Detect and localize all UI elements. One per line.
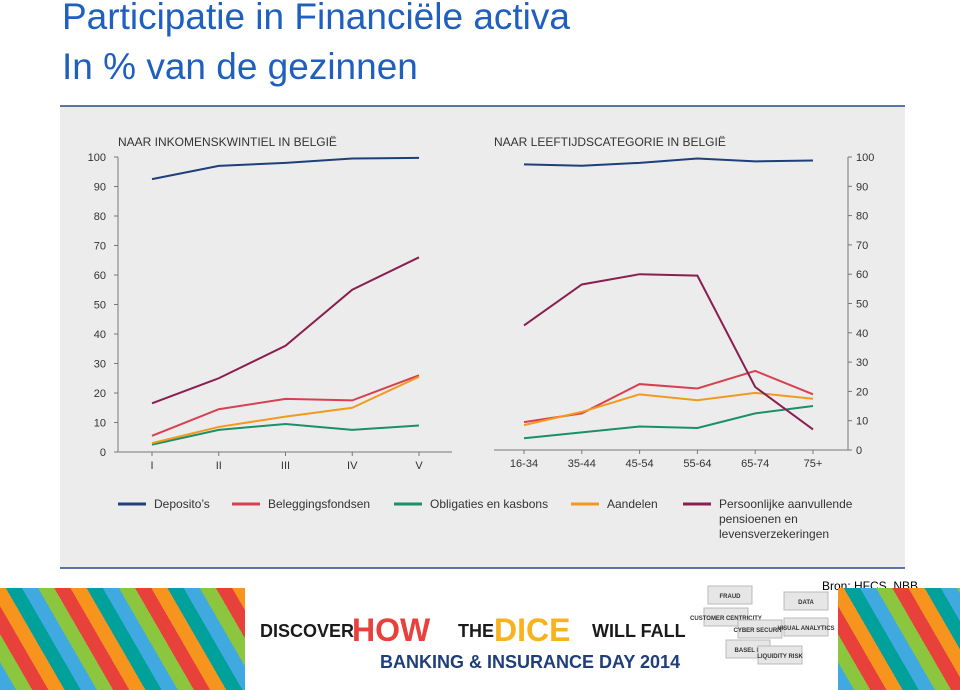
dice: FRAUD CUSTOMER CENTRICITY DATA CYBER SECURI… <box>690 585 835 665</box>
die-label: LIQUIDITY RISK <box>757 654 803 660</box>
slide-title: Participatie in Financiële activa <box>62 0 570 37</box>
die <box>783 617 829 637</box>
y-tick-label: 60 <box>856 269 868 281</box>
banner-text: HOW <box>352 612 431 648</box>
x-tick-label: 16-34 <box>510 458 538 470</box>
dice-mosaic <box>838 588 960 690</box>
x-tick-label: 45-54 <box>626 458 654 470</box>
die-label: VISUAL ANALYTICS <box>777 626 834 632</box>
y-tick-label: 20 <box>94 388 106 400</box>
series-line <box>523 273 814 431</box>
y-tick-label: 20 <box>856 386 868 398</box>
chart-panel <box>60 106 905 568</box>
y-tick-label: 60 <box>94 270 106 282</box>
y-tick-label: 30 <box>856 357 868 369</box>
series-line <box>151 422 420 446</box>
legend-label: Beleggingsfondsen <box>268 497 371 511</box>
die-label: DATA <box>798 600 814 606</box>
y-tick-label: 90 <box>94 182 106 194</box>
y-tick-label: 70 <box>94 241 106 253</box>
x-tick-label: V <box>415 460 423 472</box>
y-tick-label: 100 <box>88 152 106 164</box>
y-tick-label: 80 <box>856 211 868 223</box>
series-line <box>151 374 420 437</box>
die <box>737 619 783 639</box>
x-tick-label: 65-74 <box>741 458 769 470</box>
die-label: BASEL III <box>735 648 762 654</box>
x-tick-label: III <box>281 460 290 472</box>
x-tick-label: II <box>216 460 222 472</box>
legend-label: Obligaties en kasbons <box>430 497 549 511</box>
y-tick-label: 10 <box>856 416 868 428</box>
slide-subtitle: In % van de gezinnen <box>62 46 418 87</box>
y-tick-label: 50 <box>856 299 868 311</box>
die <box>707 585 753 605</box>
y-tick-label: 40 <box>856 328 868 340</box>
y-tick-label: 40 <box>94 329 106 341</box>
legend-label: Persoonlijke aanvullende pensioenen en l… <box>719 497 853 541</box>
x-tick-label: 75+ <box>804 458 823 470</box>
x-tick-label: 35-44 <box>568 458 596 470</box>
banner-text: DICE <box>494 612 570 648</box>
die <box>757 645 803 665</box>
x-tick-label: 55-64 <box>683 458 711 470</box>
die <box>703 607 749 627</box>
die-label: CYBER SECURITY <box>733 628 786 634</box>
y-tick-label: 50 <box>94 300 106 312</box>
x-tick-label: I <box>150 460 153 472</box>
y-tick-label: 30 <box>94 359 106 371</box>
banner-text: DISCOVER <box>260 621 354 641</box>
y-tick-label: 0 <box>856 445 862 457</box>
series-line <box>151 156 420 181</box>
chart-title: NAAR INKOMENSKWINTIEL IN BELGIË <box>118 135 337 149</box>
series-line <box>151 256 420 405</box>
series-line <box>523 157 814 167</box>
die <box>783 591 829 611</box>
x-tick-label: IV <box>347 460 358 472</box>
y-tick-label: 100 <box>856 152 874 164</box>
series-line <box>151 375 420 445</box>
die-label: CUSTOMER CENTRICITY <box>690 616 762 622</box>
banner-text: BANKING & INSURANCE DAY 2014 <box>380 652 680 672</box>
y-tick-label: 0 <box>100 447 106 459</box>
banner-text: THE <box>458 621 494 641</box>
y-tick-label: 90 <box>856 181 868 193</box>
y-tick-label: 80 <box>94 211 106 223</box>
banner-text: WILL FALL <box>592 621 686 641</box>
series-line <box>523 405 814 440</box>
legend-label: Aandelen <box>607 497 658 511</box>
y-tick-label: 70 <box>856 240 868 252</box>
dice-mosaic <box>0 588 245 690</box>
y-tick-label: 10 <box>94 418 106 430</box>
banner: DISCOVER HOW THE DICE WILL FALL BANKING … <box>260 612 686 672</box>
legend-label: Deposito’s <box>154 497 210 511</box>
die-label: FRAUD <box>720 594 742 600</box>
chart-title: NAAR LEEFTIJDSCATEGORIE IN BELGIË <box>494 135 726 149</box>
